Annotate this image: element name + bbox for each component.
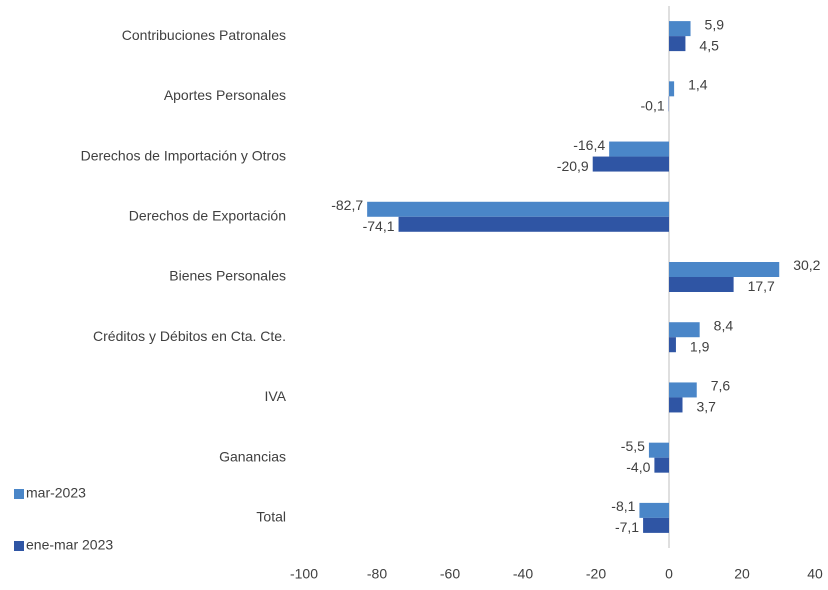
- bar: [643, 518, 669, 533]
- data-label: 17,7: [748, 278, 775, 294]
- data-label: 3,7: [697, 399, 717, 415]
- legend-label: mar-2023: [26, 485, 86, 501]
- y-tick-label: IVA: [264, 388, 286, 404]
- bar: [654, 458, 669, 473]
- bar: [399, 217, 669, 232]
- y-tick-label: Ganancias: [219, 448, 286, 464]
- bar: [669, 337, 676, 352]
- bar: [669, 382, 697, 397]
- y-tick-label: Total: [256, 509, 286, 525]
- data-label: 8,4: [714, 317, 734, 333]
- data-label: 1,9: [690, 338, 710, 354]
- data-label: -16,4: [573, 137, 605, 153]
- x-tick-label: -60: [440, 566, 460, 582]
- x-tick-label: 40: [807, 566, 823, 582]
- y-tick-label: Contribuciones Patronales: [122, 27, 286, 43]
- legend-swatch: [14, 541, 24, 551]
- data-label: 30,2: [793, 257, 820, 273]
- data-label: 7,6: [711, 378, 731, 394]
- bar: [669, 262, 779, 277]
- y-tick-label: Derechos de Importación y Otros: [81, 147, 286, 163]
- data-label: 4,5: [699, 37, 719, 53]
- data-label: -8,1: [611, 498, 635, 514]
- bar: [669, 21, 691, 36]
- legend-swatch: [14, 489, 24, 499]
- data-label: 1,4: [688, 77, 708, 93]
- y-tick-label: Aportes Personales: [164, 87, 286, 103]
- data-label: -0,1: [641, 98, 665, 114]
- bar: [649, 443, 669, 458]
- bar: [593, 157, 669, 172]
- data-label: -20,9: [557, 158, 589, 174]
- bar: [669, 81, 674, 96]
- bar: [669, 277, 734, 292]
- bar: [669, 397, 683, 412]
- x-tick-label: 0: [665, 566, 673, 582]
- x-tick-label: -100: [290, 566, 318, 582]
- y-tick-label: Bienes Personales: [169, 268, 286, 284]
- bar: [669, 322, 700, 337]
- data-label: 5,9: [705, 16, 725, 32]
- legend-label: ene-mar 2023: [26, 537, 113, 553]
- x-tick-label: -20: [586, 566, 606, 582]
- data-label: -5,5: [621, 438, 645, 454]
- x-tick-label: 20: [734, 566, 750, 582]
- data-label: -74,1: [363, 218, 395, 234]
- bar: [639, 503, 669, 518]
- data-label: -4,0: [626, 459, 650, 475]
- bar: [367, 202, 669, 217]
- data-label: -82,7: [331, 197, 363, 213]
- y-tick-label: Créditos y Débitos en Cta. Cte.: [93, 328, 286, 344]
- x-tick-label: -80: [367, 566, 387, 582]
- data-label: -7,1: [615, 519, 639, 535]
- bar: [609, 142, 669, 157]
- x-tick-label: -40: [513, 566, 533, 582]
- y-tick-label: Derechos de Exportación: [129, 207, 286, 223]
- bar: [669, 36, 685, 51]
